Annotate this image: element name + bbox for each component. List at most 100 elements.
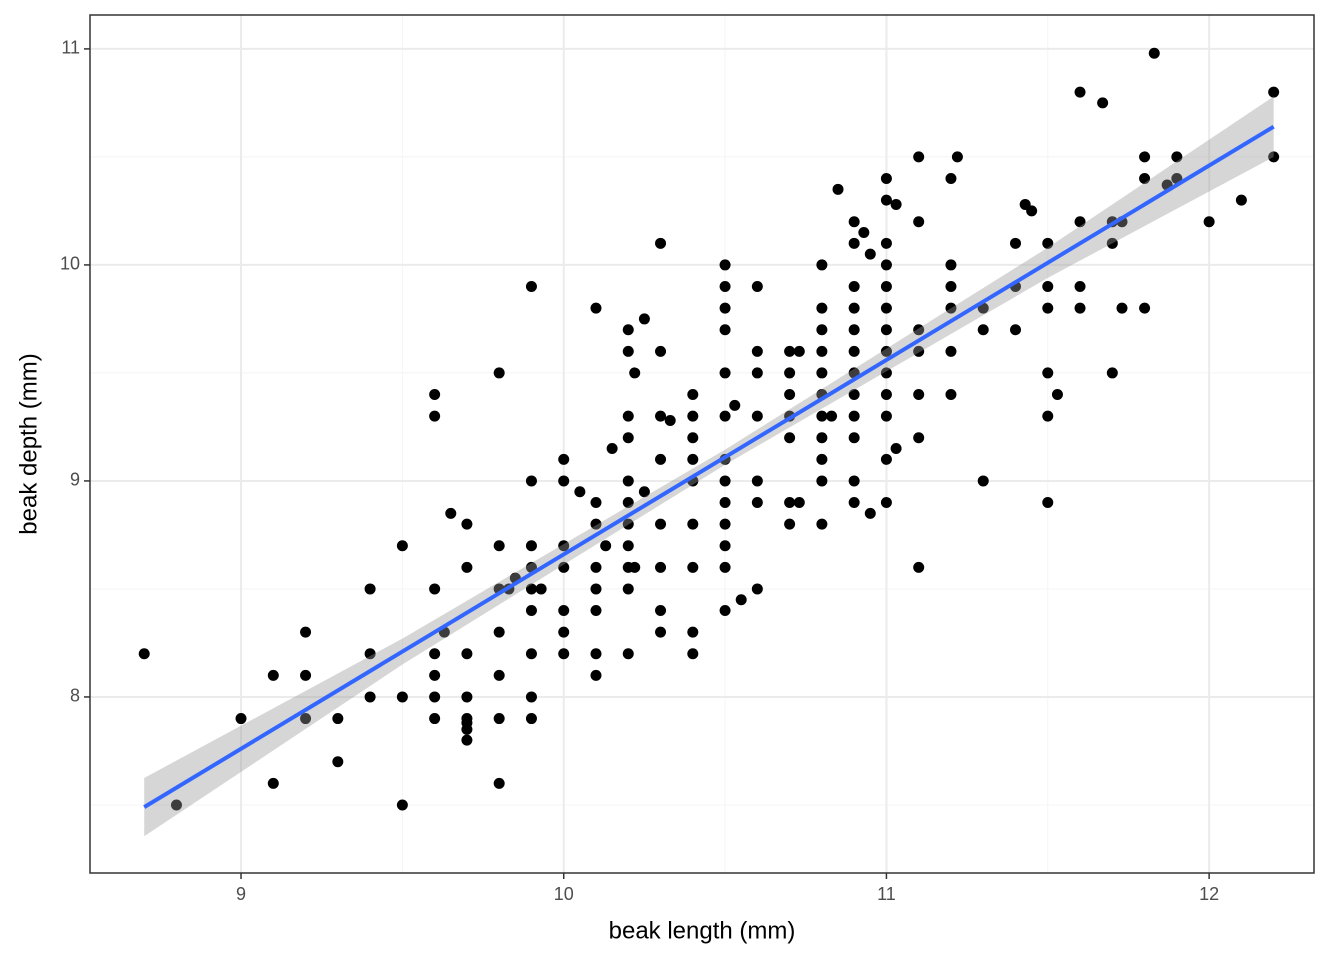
point [590,497,602,509]
point [1235,194,1247,206]
point [784,345,796,357]
point [729,399,741,411]
point [1074,216,1086,228]
point [848,345,860,357]
point [751,583,763,595]
point [784,367,796,379]
point [784,432,796,444]
point [1010,324,1022,336]
point [493,713,505,725]
point [1139,151,1151,163]
point [429,669,441,681]
point [719,475,731,487]
point [364,648,376,660]
point [719,518,731,530]
point [848,410,860,422]
point [880,410,892,422]
point [1097,97,1109,109]
point [300,713,312,725]
point [655,518,667,530]
point [493,540,505,552]
point [880,389,892,401]
point [784,497,796,509]
point [332,756,344,768]
point [816,410,828,422]
point [590,669,602,681]
point [638,486,650,498]
point [848,237,860,249]
point [525,540,537,552]
point [848,475,860,487]
point [945,259,957,271]
point [493,626,505,638]
point [945,389,957,401]
point [945,281,957,293]
panel-border [89,14,1315,874]
point [396,691,408,703]
point [655,626,667,638]
point [525,281,537,293]
point [461,723,473,735]
point [719,561,731,573]
point [977,475,989,487]
point [396,540,408,552]
point [735,594,747,606]
point [913,389,925,401]
point [590,605,602,617]
point [913,151,925,163]
point [848,497,860,509]
point [1268,86,1280,98]
point [719,302,731,314]
point [525,713,537,725]
point [793,497,805,509]
point [832,183,844,195]
point [629,561,641,573]
point [848,324,860,336]
x-tick-label: 10 [554,884,574,904]
point [751,497,763,509]
point [848,389,860,401]
point [235,713,247,725]
point [1042,237,1054,249]
point [622,540,634,552]
point [1042,410,1054,422]
point [1042,281,1054,293]
point [793,345,805,357]
x-axis-label: beak length (mm) [609,917,796,944]
point [687,432,699,444]
point [816,432,828,444]
point [600,540,612,552]
point [590,302,602,314]
point [655,561,667,573]
point [880,345,892,357]
point [880,194,892,206]
point [913,345,925,357]
point [493,367,505,379]
point [816,475,828,487]
point [816,302,828,314]
point [1106,237,1118,249]
point [1074,86,1086,98]
point [816,367,828,379]
point [945,345,957,357]
point [525,605,537,617]
point [445,507,457,519]
point [719,605,731,617]
point [558,648,570,660]
point [525,475,537,487]
point [784,518,796,530]
point [880,324,892,336]
y-tick-label: 9 [70,470,80,490]
point [880,302,892,314]
point [784,389,796,401]
point [138,648,150,660]
y-tick-label: 8 [70,686,80,706]
x-tick-label: 11 [877,884,896,904]
point [622,497,634,509]
point [429,648,441,660]
point [461,561,473,573]
point [687,518,699,530]
point [848,302,860,314]
point [493,777,505,789]
point [1203,216,1215,228]
